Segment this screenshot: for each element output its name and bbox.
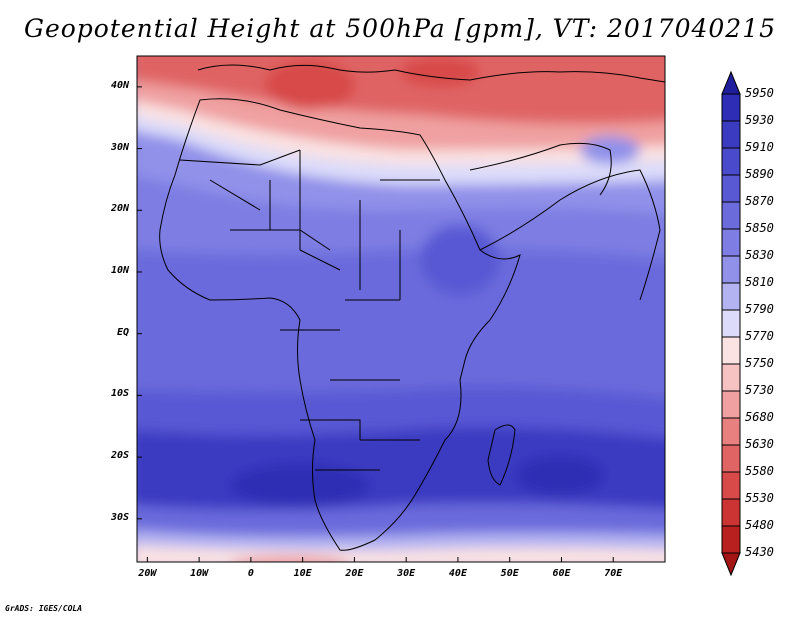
band-north (137, 56, 665, 124)
colorbar-box (721, 282, 741, 311)
lon-label: 20W (138, 568, 157, 579)
colorbar-label: 5890 (745, 167, 774, 181)
colorbar-label: 5480 (745, 518, 774, 532)
colorbar-box (721, 444, 741, 473)
map-title: Geopotential Height at 500hPa [gpm], VT:… (23, 14, 777, 43)
coastlines (159, 64, 665, 551)
lon-label: 60E (552, 568, 571, 579)
band-33n (137, 101, 665, 165)
colorbar-box (721, 498, 741, 527)
band-35s (137, 530, 665, 551)
colorbar-label: 5830 (745, 248, 774, 262)
plot-frame (136, 55, 666, 563)
colorbar-label: 5810 (745, 275, 774, 289)
high-core-indian-ocean (515, 455, 605, 495)
colorbar-box (721, 525, 741, 554)
colorbar-box (721, 336, 741, 365)
lat-label: 20S (110, 450, 129, 462)
colorbar-label: 5850 (745, 221, 774, 235)
colorbar-box (721, 471, 741, 500)
colorbar-box (721, 309, 741, 338)
lat-label: 30S (110, 511, 129, 523)
lon-label: 0 (247, 568, 254, 579)
colorbar-box (721, 120, 741, 149)
band-south-tropics (137, 386, 665, 439)
credit-text: GrADS: IGES/COLA (5, 604, 83, 613)
colorbar-label: 5750 (745, 356, 774, 370)
lat-label: 10S (110, 388, 129, 400)
band-tropics (137, 248, 665, 399)
colorbar-box (721, 363, 741, 392)
lat-label: 40N (110, 79, 129, 91)
colorbar-label: 5680 (745, 410, 774, 424)
colorbar-box (721, 174, 741, 203)
lon-label: 50E (500, 568, 519, 579)
band-28n (137, 131, 665, 214)
colorbar-bottom-arrow (721, 552, 741, 577)
colorbar-label: 5530 (745, 491, 774, 505)
lat-label: 10N (110, 264, 129, 276)
colorbar-label: 5870 (745, 194, 774, 208)
ethiopia-high (420, 225, 500, 295)
band-33s (137, 503, 665, 537)
colorbar-label: 5630 (745, 437, 774, 451)
med-core (265, 60, 355, 110)
colorbar-label: 5730 (745, 383, 774, 397)
colorbar-box (721, 417, 741, 446)
colorbar-top-arrow (721, 70, 741, 95)
axis-ticks (137, 86, 614, 562)
colorbar-label: 5580 (745, 464, 774, 478)
colorbar-box (721, 228, 741, 257)
lat-label: 20N (110, 203, 129, 215)
band-20n (137, 176, 665, 259)
lon-label: 10E (293, 568, 312, 579)
lat-label: 30N (110, 141, 129, 153)
band-31n (137, 116, 665, 185)
high-core-south-africa (230, 463, 370, 507)
lon-label: 40E (448, 568, 467, 579)
lon-label: 30E (397, 568, 416, 579)
colorbar-label: 5770 (745, 329, 774, 343)
colorbar-label: 5910 (745, 140, 774, 154)
colorbar-box (721, 255, 741, 284)
band-35n (137, 81, 665, 150)
lon-label: 20E (345, 568, 364, 579)
colorbar-box (721, 93, 741, 122)
lon-label: 10W (190, 568, 209, 579)
lat-label: EQ (116, 326, 129, 338)
colorbar-box (721, 147, 741, 176)
colorbar-box (721, 201, 741, 230)
south-low (231, 556, 349, 562)
colorbar-label: 5950 (745, 86, 774, 100)
colorbar-label: 5790 (745, 302, 774, 316)
colorbar-label: 5430 (745, 545, 774, 559)
lon-label: 70E (604, 568, 623, 579)
colorbar-box (721, 390, 741, 419)
colorbar-label: 5930 (745, 113, 774, 127)
